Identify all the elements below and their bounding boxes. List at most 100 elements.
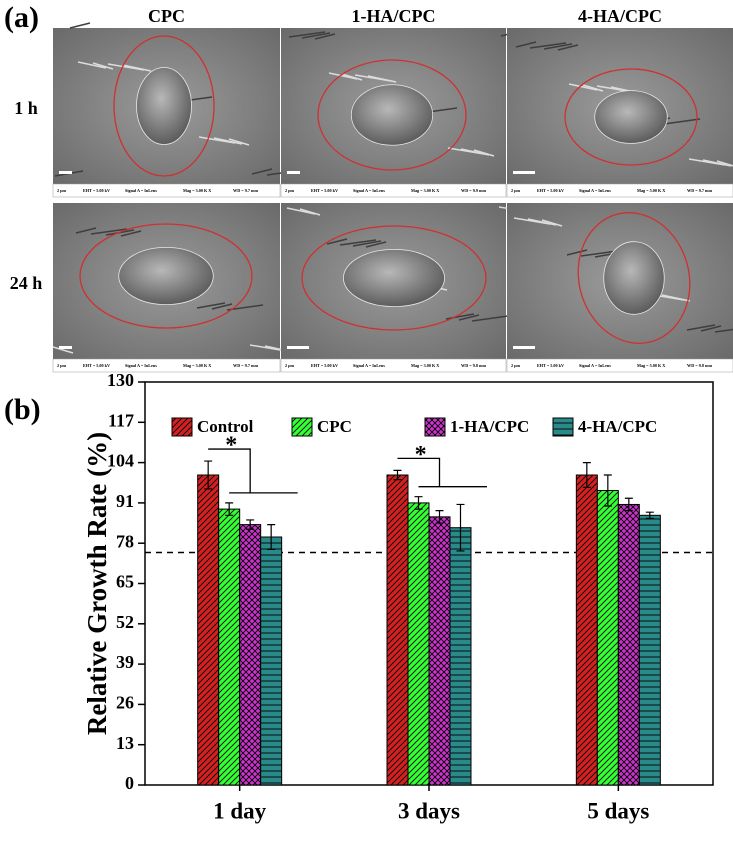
significance-bracket: [208, 448, 298, 494]
error-bar: [435, 510, 444, 524]
sem-texture: [471, 315, 509, 322]
sem-texture: [447, 147, 485, 155]
y-tick-label: 104: [107, 451, 134, 471]
sem-info: EHT = 5.00 kV: [311, 188, 338, 193]
panel-label: (a): [4, 1, 39, 34]
significance-label: *: [415, 442, 427, 468]
sem-texture: [92, 62, 114, 70]
bar: [596, 490, 619, 786]
legend-swatch: [171, 417, 193, 437]
scale-bar: [287, 171, 300, 174]
x-tick-label: 3 days: [398, 798, 460, 823]
sem-image: 2 μm EHT = 5.00 kV Signal A = InLens Mag = …: [280, 203, 536, 373]
sem-info: Signal A = InLens: [579, 188, 611, 193]
scale-bar: [59, 171, 72, 174]
cell: [136, 67, 192, 145]
bar: [197, 474, 220, 786]
row-title: 24 h: [10, 273, 43, 293]
y-tick-label: 26: [116, 693, 134, 713]
cell: [350, 84, 434, 146]
sem-info: Signal A = InLens: [125, 363, 157, 368]
sem-texture: [75, 227, 97, 234]
highlight-ellipse: [79, 223, 253, 329]
sem-info: 2 μm: [511, 363, 521, 368]
sem-texture: [326, 238, 348, 245]
bar: [386, 474, 409, 786]
sem-texture: [249, 344, 287, 352]
sem-texture: [52, 346, 74, 354]
sem-texture: [211, 303, 233, 310]
sem-image: 2 μm EHT = 5.00 kV Signal A = InLens Mag = …: [52, 22, 304, 198]
y-tick-label: 78: [116, 531, 134, 551]
bar: [428, 516, 451, 786]
significance-bracket: [397, 457, 487, 488]
legend-swatch: [424, 417, 446, 437]
sem-texture: [90, 228, 128, 235]
y-tick-label: 13: [116, 733, 134, 753]
sem-texture: [120, 230, 142, 237]
sem-texture: [341, 73, 363, 81]
sem-footer: [280, 183, 507, 198]
sem-texture: [198, 136, 236, 144]
scale-bar: [513, 346, 535, 349]
sem-info: WD = 9.8 mm: [687, 363, 712, 368]
panel-label: (b): [4, 393, 41, 426]
sem-info: Mag = 5.00 K X: [637, 188, 665, 193]
error-bar: [225, 502, 234, 516]
scale-bar: [59, 346, 72, 349]
sem-texture: [716, 160, 733, 167]
sem-footer: [52, 183, 281, 198]
sem-info: 2 μm: [511, 188, 521, 193]
sem-info: Mag = 3.00 K X: [183, 188, 211, 193]
sem-texture: [458, 314, 480, 321]
sem-texture: [354, 74, 392, 82]
sem-texture: [288, 31, 326, 38]
bar: [260, 536, 283, 786]
bar: [239, 524, 262, 786]
scale-bar: [287, 346, 309, 349]
sem-info: 2 μm: [285, 188, 295, 193]
sem-image: 2 μm EHT = 5.00 kV Signal A = InLens Mag = …: [52, 203, 294, 373]
sem-texture: [513, 217, 551, 225]
y-tick-label: 117: [108, 410, 134, 430]
sem-texture: [700, 325, 722, 332]
sem-texture: [529, 42, 567, 49]
sem-texture: [582, 84, 604, 92]
sem-info: WD = 9.7 mm: [687, 188, 712, 193]
error-bar: [645, 511, 654, 519]
sem-info: EHT = 5.00 kV: [537, 188, 564, 193]
bar: [617, 503, 640, 786]
sem-info: WD = 9.7 mm: [233, 188, 258, 193]
sem-texture: [515, 41, 537, 48]
error-bar: [204, 460, 213, 490]
legend-label: 4-HA/CPC: [578, 417, 657, 436]
y-tick-label: 52: [116, 612, 134, 632]
error-bar: [246, 519, 255, 530]
sem-texture: [688, 158, 726, 166]
sem-texture: [107, 63, 145, 71]
legend-label: 1-HA/CPC: [450, 417, 529, 436]
highlight-ellipse: [577, 212, 691, 344]
highlight-ellipse: [301, 225, 487, 331]
sem-footer: [52, 358, 281, 373]
sem-info: Signal A = InLens: [353, 188, 385, 193]
sem-texture: [213, 137, 243, 145]
cell: [118, 247, 214, 306]
sem-texture: [77, 61, 107, 69]
legend-swatch: [291, 417, 313, 437]
cell: [343, 249, 445, 308]
y-axis-label: Relative Growth Rate (%): [82, 432, 112, 735]
sem-info: WD = 9.9 mm: [461, 188, 486, 193]
sem-texture: [69, 22, 91, 29]
sem-info: Signal A = InLens: [125, 188, 157, 193]
y-tick-label: 65: [116, 572, 134, 592]
sem-texture: [686, 324, 716, 331]
x-tick-label: 1 day: [213, 798, 267, 823]
sem-info: 2 μm: [285, 363, 295, 368]
sem-texture: [566, 249, 588, 256]
sem-texture: [543, 43, 573, 50]
row-title: 1 h: [14, 98, 38, 118]
sem-texture: [445, 313, 475, 320]
bar: [638, 514, 661, 786]
